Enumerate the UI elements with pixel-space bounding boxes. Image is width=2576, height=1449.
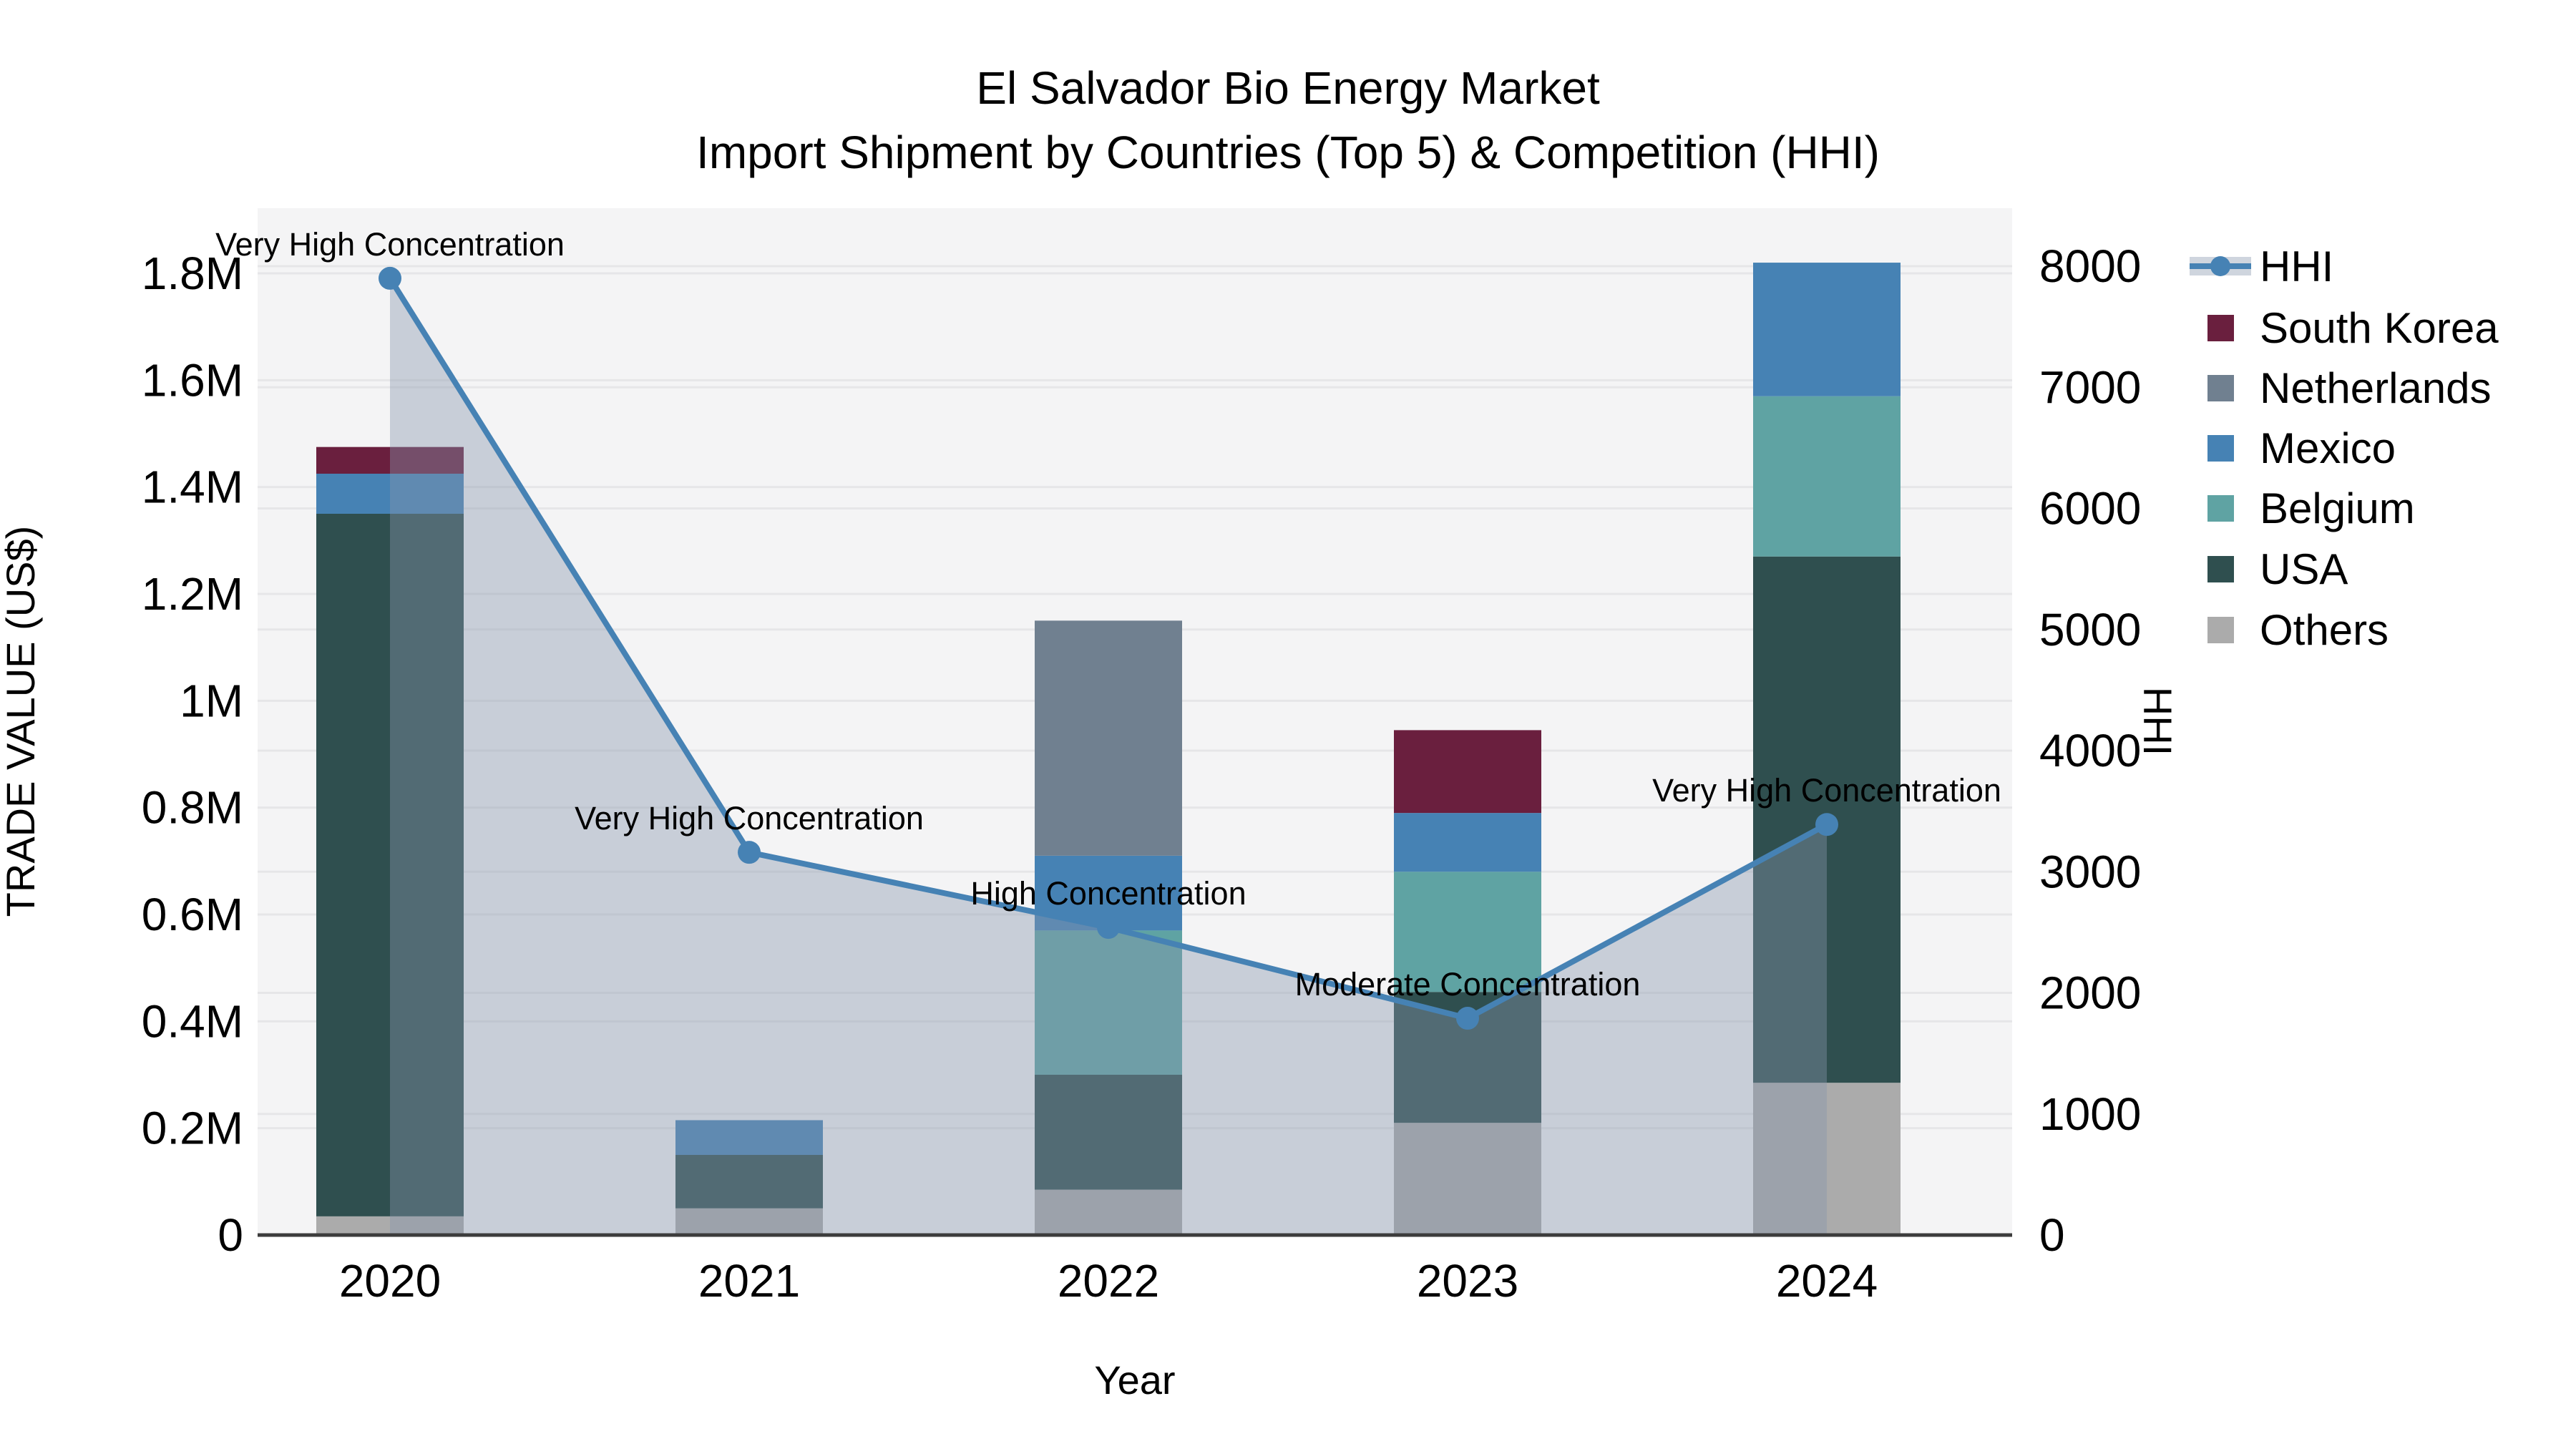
y-left-tick-label: 0.8M bbox=[142, 782, 243, 834]
bar-segment-others-2020 bbox=[316, 1216, 464, 1235]
bar-segment-others-2024 bbox=[1753, 1083, 1901, 1235]
bar-segment-belgium-2024 bbox=[1753, 396, 1901, 557]
bar-segment-mexico-2024 bbox=[1753, 263, 1901, 396]
bar-segment-belgium-2023 bbox=[1394, 872, 1541, 992]
x-tick-label-2021: 2021 bbox=[698, 1255, 800, 1307]
bar-segment-south-korea-2023 bbox=[1394, 730, 1541, 814]
legend-item-hhi: HHI bbox=[2190, 243, 2333, 291]
bar-segment-others-2022 bbox=[1035, 1189, 1182, 1235]
legend-label: South Korea bbox=[2260, 304, 2499, 352]
legend-color-swatch bbox=[2207, 617, 2234, 643]
legend: HHI South Korea Netherlands Mexico Belgium US… bbox=[2190, 243, 2499, 654]
y-right-tick-label: 0 bbox=[2039, 1209, 2065, 1261]
legend-item-south-korea: South Korea bbox=[2207, 304, 2499, 352]
x-tick-label-2020: 2020 bbox=[339, 1255, 441, 1307]
bar-segment-south-korea-2020 bbox=[316, 447, 464, 474]
bar-segment-usa-2021 bbox=[675, 1155, 823, 1209]
legend-hhi-marker-swatch bbox=[2210, 256, 2230, 276]
legend-label: Others bbox=[2260, 606, 2389, 654]
hhi-marker-2020 bbox=[379, 266, 401, 290]
x-tick-label-2024: 2024 bbox=[1776, 1255, 1878, 1307]
chart-subtitle: Import Shipment by Countries (Top 5) & C… bbox=[696, 127, 1880, 178]
bar-segment-usa-2020 bbox=[316, 514, 464, 1216]
hhi-marker-2023 bbox=[1456, 1007, 1479, 1030]
annotation-2021: Very High Concentration bbox=[575, 800, 924, 836]
y-axis-right: 0 1000 2000 3000 4000 5000 6000 7000 8000 bbox=[2039, 240, 2141, 1261]
y-left-tick-label: 1M bbox=[180, 675, 243, 726]
hhi-marker-2021 bbox=[738, 841, 761, 864]
x-axis-title: Year bbox=[1094, 1357, 1175, 1402]
legend-item-belgium: Belgium bbox=[2207, 484, 2415, 532]
x-tick-label-2022: 2022 bbox=[1058, 1255, 1159, 1307]
annotation-2023: Moderate Concentration bbox=[1295, 966, 1641, 1002]
y-right-tick-label: 2000 bbox=[2039, 967, 2141, 1019]
annotation-2024: Very High Concentration bbox=[1652, 772, 2001, 809]
x-axis: 2020 2021 2022 2023 2024 bbox=[339, 1255, 1878, 1307]
hhi-marker-2022 bbox=[1097, 916, 1120, 940]
y-right-tick-label: 6000 bbox=[2039, 483, 2141, 535]
annotations: Very High Concentration Very High Concent… bbox=[215, 226, 2001, 1002]
bar-segment-others-2023 bbox=[1394, 1123, 1541, 1235]
legend-color-swatch bbox=[2207, 375, 2234, 401]
legend-label: HHI bbox=[2260, 243, 2333, 291]
legend-color-swatch bbox=[2207, 556, 2234, 582]
y-right-axis-title: HHI bbox=[2135, 687, 2180, 756]
y-left-tick-label: 0.4M bbox=[142, 995, 243, 1047]
y-right-tick-label: 1000 bbox=[2039, 1088, 2141, 1140]
y-left-tick-label: 1.4M bbox=[142, 462, 243, 513]
bars bbox=[316, 263, 1901, 1235]
y-axis-left: 0 0.2M 0.4M 0.6M 0.8M 1M 1.2M 1.4M 1.6M 1.8M bbox=[142, 248, 243, 1261]
y-left-tick-label: 0 bbox=[218, 1209, 243, 1261]
bar-segment-belgium-2022 bbox=[1035, 930, 1182, 1075]
y-left-tick-label: 1.2M bbox=[142, 568, 243, 620]
annotation-2022: High Concentration bbox=[970, 875, 1246, 912]
legend-color-swatch bbox=[2207, 495, 2234, 522]
legend-item-netherlands: Netherlands bbox=[2207, 364, 2492, 412]
y-right-tick-label: 7000 bbox=[2039, 361, 2141, 413]
y-left-tick-label: 0.2M bbox=[142, 1103, 243, 1154]
legend-item-usa: USA bbox=[2207, 545, 2348, 593]
y-right-tick-label: 8000 bbox=[2039, 240, 2141, 292]
y-left-tick-label: 1.6M bbox=[142, 354, 243, 406]
annotation-2020: Very High Concentration bbox=[215, 226, 565, 263]
bar-segment-usa-2022 bbox=[1035, 1075, 1182, 1190]
y-left-axis-title: TRADE VALUE (US$) bbox=[0, 526, 43, 917]
bar-segment-mexico-2021 bbox=[675, 1120, 823, 1155]
y-left-tick-label: 0.6M bbox=[142, 889, 243, 940]
chart-title: El Salvador Bio Energy Market bbox=[976, 62, 1600, 114]
bar-segment-mexico-2020 bbox=[316, 474, 464, 514]
legend-label: Netherlands bbox=[2260, 364, 2492, 412]
legend-item-others: Others bbox=[2207, 606, 2389, 654]
y-right-tick-label: 3000 bbox=[2039, 846, 2141, 897]
bar-segment-netherlands-2022 bbox=[1035, 620, 1182, 856]
y-right-tick-label: 5000 bbox=[2039, 604, 2141, 655]
hhi-marker-2024 bbox=[1815, 813, 1838, 836]
x-tick-label-2023: 2023 bbox=[1417, 1255, 1518, 1307]
legend-item-mexico: Mexico bbox=[2207, 424, 2396, 472]
legend-label: USA bbox=[2260, 545, 2348, 593]
hhi-area bbox=[390, 278, 1827, 1235]
y-right-tick-label: 4000 bbox=[2039, 725, 2141, 776]
bar-segment-mexico-2023 bbox=[1394, 813, 1541, 872]
legend-color-swatch bbox=[2207, 435, 2234, 462]
bar-segment-others-2021 bbox=[675, 1208, 823, 1235]
legend-label: Mexico bbox=[2260, 424, 2396, 472]
y-left-tick-label: 1.8M bbox=[142, 248, 243, 299]
legend-color-swatch bbox=[2207, 315, 2234, 341]
legend-label: Belgium bbox=[2260, 484, 2415, 532]
